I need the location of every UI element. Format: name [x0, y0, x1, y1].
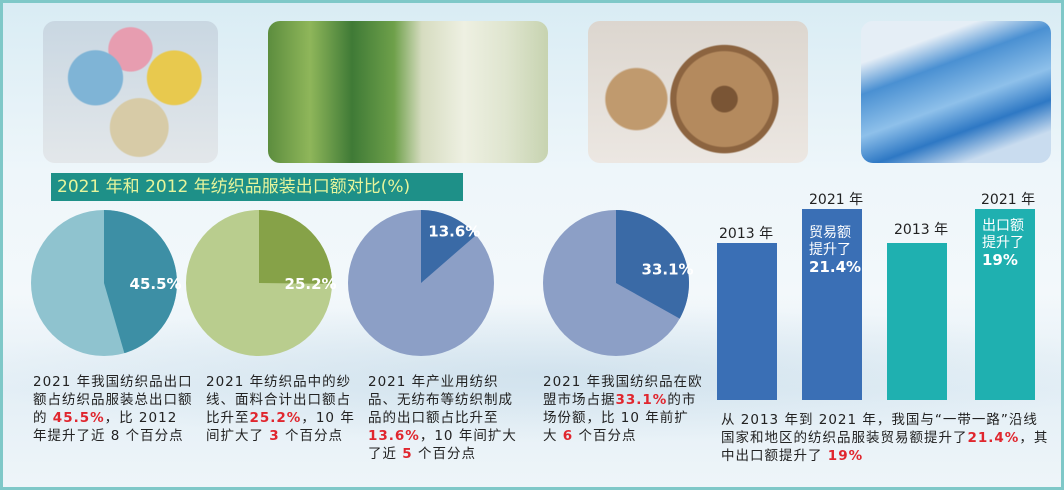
caption-1: 2021 年我国纺织品出口额占纺织品服装总出口额的 45.5%，比 2012 年…	[33, 374, 193, 444]
bar-annotation-export: 出口额 提升了 19%	[982, 218, 1024, 269]
photo-yarn-spools	[43, 21, 218, 163]
caption-4: 2021 年我国纺织品在欧盟市场占据33.1%的市场份额，比 10 年前扩大 6…	[543, 374, 703, 444]
pie-slice-highlight	[259, 210, 332, 284]
pie-label: 45.5%	[130, 275, 182, 293]
bar-caption: 从 2013 年到 2021 年，我国与“一带一路”沿线国家和地区的纺织品服装贸…	[721, 412, 1049, 464]
bar-annotation-trade: 贸易额 提升了 21.4%	[809, 225, 862, 276]
bar-label-2013-trade: 2013 年	[719, 226, 774, 242]
photo-fabric-rolls	[588, 21, 808, 163]
pie-label: 25.2%	[285, 275, 337, 293]
pie-label: 33.1%	[642, 260, 694, 278]
background-wave	[3, 303, 1061, 443]
charts-canvas: 45.5% 25.2% 13.6% 33.1%	[31, 209, 1035, 400]
bar	[717, 243, 777, 400]
bar	[802, 209, 862, 400]
pie-slice-highlight	[616, 210, 689, 319]
caption-2: 2021 年纺织品中的纱线、面料合计出口额占比升至25.2%，10 年间扩大了 …	[206, 374, 355, 444]
caption-3: 2021 年产业用纺织品、无纺布等纺织制成品的出口额占比升至 13.6%，10 …	[368, 374, 517, 462]
bar	[975, 209, 1035, 400]
bar-label-2013-export: 2013 年	[894, 222, 949, 238]
pie-slice-highlight	[421, 210, 477, 283]
bar-label-2021-export: 2021 年	[981, 192, 1036, 208]
chart-title: 2021 年和 2012 年纺织品服装出口额对比(%)	[51, 173, 463, 201]
photo-nonwoven-fabric	[861, 21, 1051, 163]
pie-label: 13.6%	[428, 222, 480, 240]
photo-curtains	[268, 21, 548, 163]
bar	[887, 243, 947, 400]
pie-slice-highlight	[104, 210, 177, 354]
bar-label-2021-trade: 2021 年	[809, 192, 864, 208]
